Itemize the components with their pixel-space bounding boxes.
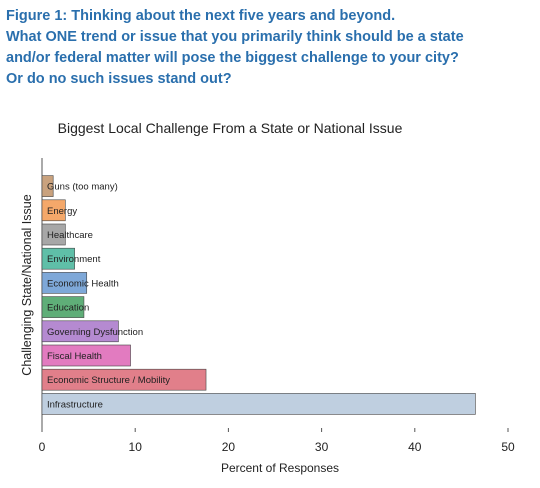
figure-heading-line-1: Figure 1: Thinking about the next five y…: [6, 8, 396, 24]
x-tick-label-3: 30: [315, 440, 329, 454]
bar-5: [41, 296, 85, 318]
x-tick-label-4: 40: [408, 440, 422, 454]
x-tick-label-0: 0: [39, 440, 46, 454]
figure-heading-line-2: What ONE trend or issue that you primari…: [6, 29, 464, 45]
bar-2: [41, 223, 66, 246]
bar-label-1: Energy: [47, 206, 77, 217]
bar-label-0: Guns (too many): [47, 182, 118, 193]
x-tick-label-2: 20: [222, 440, 236, 454]
bar-label-3: Environment: [47, 254, 101, 265]
y-axis-label: Challenging State/National Issue: [20, 194, 34, 375]
bar-1: [41, 199, 66, 222]
x-axis-label: Percent of Responses: [221, 461, 339, 475]
bar-label-8: Economic Structure / Mobility: [47, 375, 170, 386]
x-tick-label-5: 50: [501, 440, 515, 454]
bar-label-9: Infrastructure: [47, 399, 103, 410]
bar-0: [41, 175, 54, 197]
bar-6: [41, 320, 119, 343]
bars-group: Guns (too many) Energy Healthcare Environme…: [41, 175, 476, 415]
figure-heading: Figure 1: Thinking about the next five y…: [6, 6, 534, 90]
bar-8: [41, 368, 207, 391]
bar-3: [41, 247, 75, 270]
x-axis-ticks: 0 10 20 30 40 50: [39, 428, 515, 454]
bar-label-7: Fiscal Health: [47, 351, 102, 362]
figure-heading-line-3: and/or federal matter will pose the bigg…: [6, 50, 459, 66]
x-tick-label-1: 10: [129, 440, 143, 454]
bar-label-4: Economic Health: [47, 278, 119, 289]
bar-label-6: Governing Dysfunction: [47, 327, 143, 338]
bar-label-2: Healthcare: [47, 230, 93, 241]
bar-9: [41, 393, 476, 415]
chart-title: Biggest Local Challenge From a State or …: [58, 120, 403, 136]
bar-4: [41, 272, 88, 294]
bar-label-5: Education: [47, 303, 89, 314]
figure-heading-line-4: Or do no such issues stand out?: [6, 71, 232, 87]
bar-7: [41, 344, 131, 367]
